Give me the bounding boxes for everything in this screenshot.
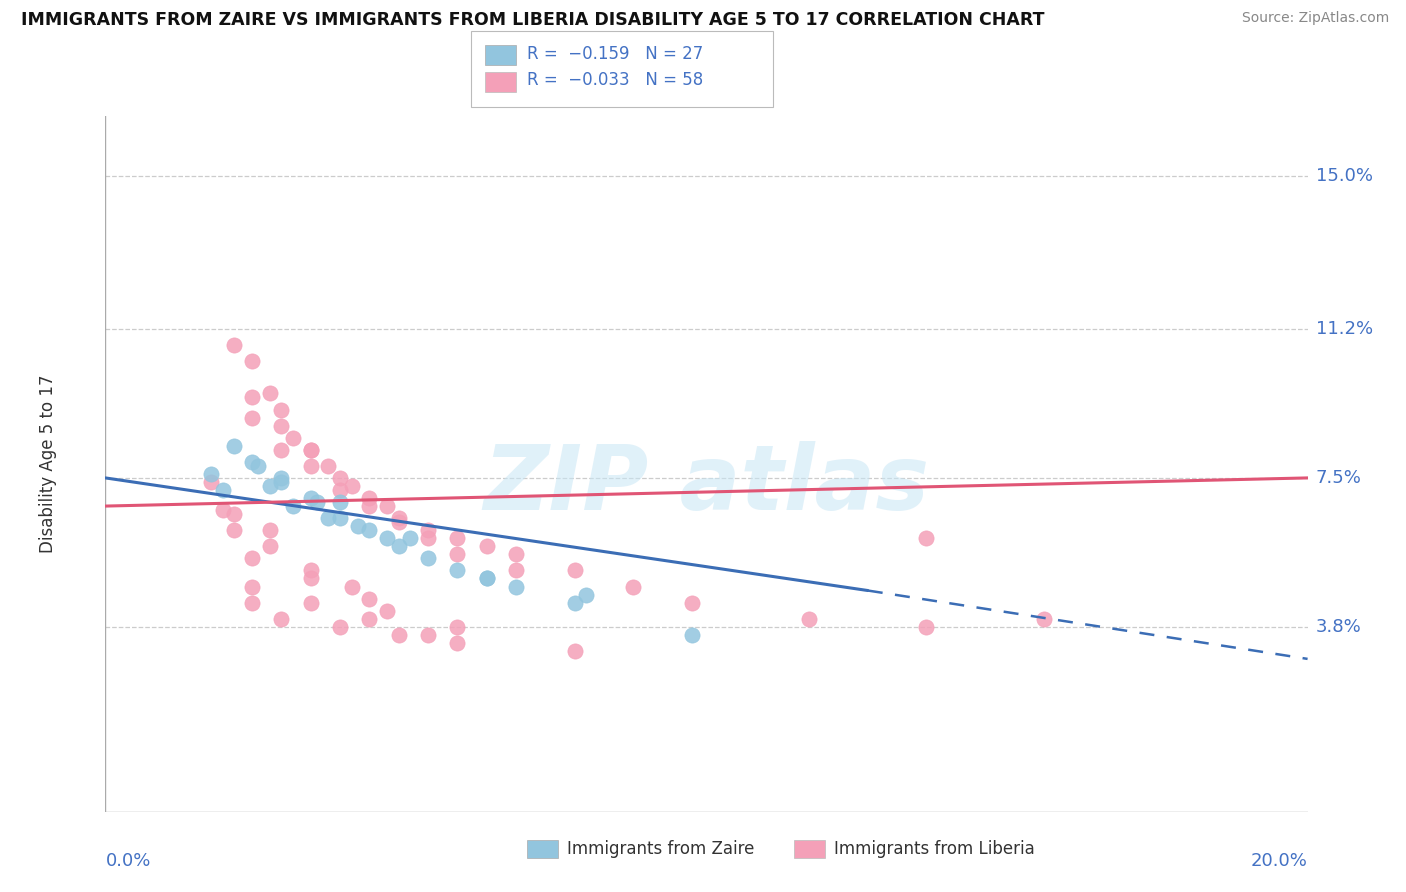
Point <box>346 519 368 533</box>
Point <box>915 531 938 545</box>
Point <box>259 523 281 537</box>
Point <box>388 511 411 525</box>
Point <box>240 580 263 594</box>
Point <box>446 531 468 545</box>
Point <box>200 467 222 481</box>
Point <box>224 439 246 453</box>
Point <box>281 431 304 445</box>
Point <box>375 531 398 545</box>
Point <box>446 563 468 577</box>
Point <box>316 458 339 473</box>
Point <box>281 499 304 513</box>
Point <box>1032 612 1054 626</box>
Text: R =  −0.033   N = 58: R = −0.033 N = 58 <box>527 71 703 89</box>
Point <box>475 571 498 585</box>
Point <box>240 551 263 566</box>
Text: Source: ZipAtlas.com: Source: ZipAtlas.com <box>1241 11 1389 25</box>
Point <box>329 471 352 485</box>
Point <box>564 596 586 610</box>
Point <box>270 471 292 485</box>
Point <box>416 531 439 545</box>
Point <box>224 523 246 537</box>
Point <box>388 628 411 642</box>
Point <box>505 580 527 594</box>
Point <box>915 620 938 634</box>
Point <box>388 539 411 553</box>
Point <box>446 620 468 634</box>
Point <box>359 591 381 606</box>
Point <box>359 499 381 513</box>
Text: 3.8%: 3.8% <box>1316 618 1361 636</box>
Point <box>240 455 263 469</box>
Point <box>305 495 328 509</box>
Point <box>259 539 281 553</box>
Point <box>375 499 398 513</box>
Point <box>329 511 352 525</box>
Point <box>340 580 363 594</box>
Point <box>224 507 246 521</box>
Point <box>359 523 381 537</box>
Text: Immigrants from Zaire: Immigrants from Zaire <box>567 840 754 858</box>
Point <box>299 571 322 585</box>
Text: ZIP atlas: ZIP atlas <box>484 441 929 529</box>
Point <box>329 495 352 509</box>
Point <box>299 458 322 473</box>
Point <box>797 612 820 626</box>
Point <box>416 551 439 566</box>
Point <box>340 479 363 493</box>
Point <box>299 596 322 610</box>
Point <box>270 418 292 433</box>
Point <box>270 475 292 489</box>
Point <box>259 386 281 401</box>
Point <box>388 515 411 529</box>
Point <box>475 571 498 585</box>
Point <box>359 612 381 626</box>
Point <box>329 620 352 634</box>
Point <box>211 503 233 517</box>
Point <box>299 491 322 505</box>
Point <box>399 531 422 545</box>
Point <box>475 539 498 553</box>
Point <box>416 523 439 537</box>
Text: Immigrants from Liberia: Immigrants from Liberia <box>834 840 1035 858</box>
Text: 15.0%: 15.0% <box>1316 168 1372 186</box>
Point <box>240 410 263 425</box>
Point <box>316 511 339 525</box>
Point <box>446 547 468 561</box>
Point <box>416 628 439 642</box>
Text: 0.0%: 0.0% <box>105 852 150 870</box>
Point <box>211 483 233 497</box>
Point <box>224 338 246 352</box>
Point <box>200 475 222 489</box>
Text: IMMIGRANTS FROM ZAIRE VS IMMIGRANTS FROM LIBERIA DISABILITY AGE 5 TO 17 CORRELAT: IMMIGRANTS FROM ZAIRE VS IMMIGRANTS FROM… <box>21 11 1045 29</box>
Text: Disability Age 5 to 17: Disability Age 5 to 17 <box>39 375 56 553</box>
Point <box>240 391 263 405</box>
Point <box>246 458 269 473</box>
Point <box>329 483 352 497</box>
Point <box>240 596 263 610</box>
Point <box>375 604 398 618</box>
Point <box>505 563 527 577</box>
Text: R =  −0.159   N = 27: R = −0.159 N = 27 <box>527 45 703 62</box>
Text: 11.2%: 11.2% <box>1316 320 1374 338</box>
Point <box>681 596 703 610</box>
Text: 7.5%: 7.5% <box>1316 469 1362 487</box>
Point <box>446 636 468 650</box>
Text: 20.0%: 20.0% <box>1251 852 1308 870</box>
Point <box>505 547 527 561</box>
Point <box>270 612 292 626</box>
Point <box>299 442 322 457</box>
Point <box>259 479 281 493</box>
Point <box>681 628 703 642</box>
Point <box>564 644 586 658</box>
Point <box>270 402 292 417</box>
Point <box>299 442 322 457</box>
Point <box>359 491 381 505</box>
Point <box>240 354 263 368</box>
Point <box>564 563 586 577</box>
Point <box>575 588 598 602</box>
Point <box>270 442 292 457</box>
Point <box>621 580 644 594</box>
Point <box>299 563 322 577</box>
